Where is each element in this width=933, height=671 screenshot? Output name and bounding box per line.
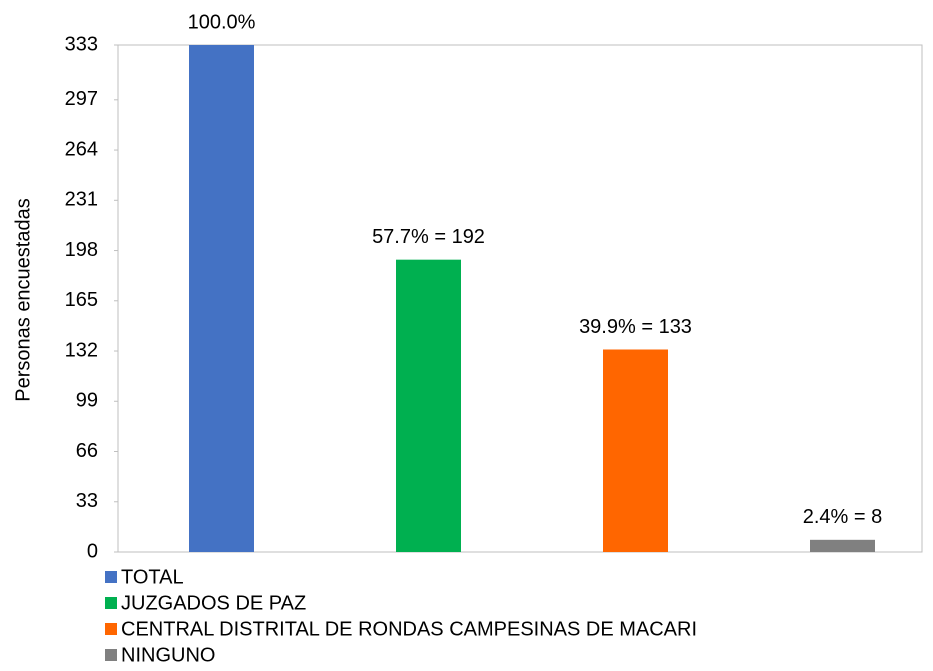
legend-swatch xyxy=(105,649,117,661)
legend-label: TOTAL xyxy=(121,566,184,588)
legend-swatch xyxy=(105,623,117,635)
y-tick-label: 99 xyxy=(76,390,98,412)
bar xyxy=(810,539,875,552)
y-tick-label: 198 xyxy=(65,239,98,261)
value-label: 2.4% = 8 xyxy=(803,506,883,528)
y-tick-label: 33 xyxy=(76,490,98,512)
y-tick-label: 66 xyxy=(76,440,98,462)
y-axis-label: Personas encuestadas xyxy=(12,198,34,401)
legend-swatch xyxy=(105,597,117,609)
y-tick-label: 165 xyxy=(65,289,98,311)
legend-label: NINGUNO xyxy=(121,644,215,666)
bar xyxy=(396,259,461,552)
value-label: 100.0% xyxy=(188,11,256,33)
y-tick-label: 132 xyxy=(65,339,98,361)
legend-label: CENTRAL DISTRITAL DE RONDAS CAMPESINAS D… xyxy=(121,618,697,640)
legend-label: JUZGADOS DE PAZ xyxy=(121,592,306,614)
bar xyxy=(603,349,668,552)
y-tick-label: 231 xyxy=(65,189,98,211)
legend-swatch xyxy=(105,571,117,583)
value-label: 57.7% = 192 xyxy=(372,226,485,248)
bar xyxy=(189,45,254,552)
y-tick-label: 0 xyxy=(87,540,98,562)
y-tick-label: 333 xyxy=(65,33,98,55)
y-tick-label: 297 xyxy=(65,88,98,110)
y-tick-label: 264 xyxy=(65,138,98,160)
value-label: 39.9% = 133 xyxy=(579,316,692,338)
